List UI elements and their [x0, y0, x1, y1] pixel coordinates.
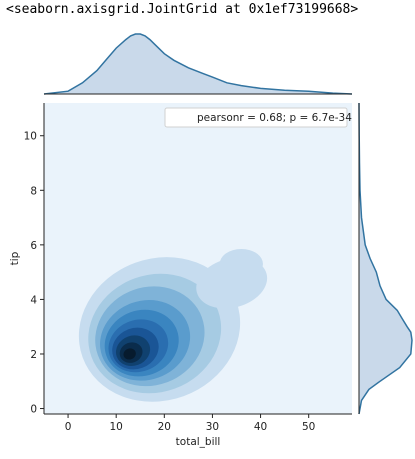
joint-kde-contours [78, 248, 268, 402]
y-axis-label: tip [9, 251, 21, 265]
marginal-y-panel [358, 102, 413, 415]
x-axis-label: total_bill [176, 436, 221, 448]
marginal-y-kde-line [358, 102, 413, 415]
x-tick-label: 50 [302, 421, 315, 433]
annotation-legend: pearsonr = 0.68; p = 6.7e-34 [164, 107, 352, 128]
joint-panel: 0 10 20 30 40 50 0 2 4 6 8 10 total_bill tip pears… [9, 103, 352, 448]
x-tick-label: 10 [110, 421, 123, 433]
kde-contour-tail-lobe-upper [219, 248, 263, 279]
marginal-x-kde-fill [44, 34, 352, 94]
x-tick-label: 30 [206, 421, 219, 433]
y-axis-ticks: 0 2 4 6 8 10 [24, 131, 44, 416]
x-tick-label: 0 [65, 421, 72, 433]
y-tick-label: 8 [30, 185, 37, 197]
legend-box [164, 107, 348, 128]
x-axis-ticks: 0 10 20 30 40 50 [65, 414, 315, 433]
marginal-x-kde-line [43, 33, 353, 95]
x-tick-label: 40 [254, 421, 267, 433]
y-tick-label: 4 [30, 294, 37, 306]
marginal-y-kde-fill [359, 103, 412, 414]
y-tick-label: 2 [30, 349, 37, 361]
y-tick-label: 0 [30, 404, 37, 416]
x-tick-label: 20 [158, 421, 171, 433]
y-tick-label: 6 [30, 240, 37, 252]
legend-annotation-text: pearsonr = 0.68; p = 6.7e-34 [197, 112, 352, 124]
y-tick-label: 10 [24, 131, 37, 143]
marginal-x-panel [43, 33, 353, 95]
kde-contour-level-10 [123, 348, 136, 360]
output-repr-text: <seaborn.axisgrid.JointGrid at 0x1ef7319… [6, 2, 359, 17]
